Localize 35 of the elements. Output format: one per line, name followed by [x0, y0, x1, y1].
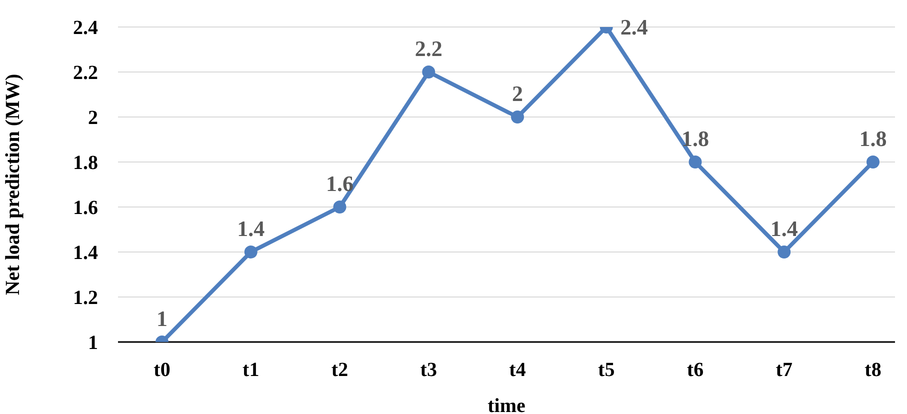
x-tick-label: t7 — [776, 359, 792, 382]
y-tick-label: 2.4 — [73, 17, 98, 40]
x-axis-title: time — [488, 395, 526, 414]
data-label: 1.6 — [326, 171, 354, 196]
x-tick-label: t2 — [331, 359, 348, 382]
x-tick-label: t3 — [420, 359, 437, 382]
x-tick-label: t8 — [864, 359, 882, 382]
point — [333, 200, 346, 214]
y-tick-label: 2.2 — [73, 62, 98, 84]
data-label: 1.8 — [859, 126, 887, 151]
data-label: 1.8 — [682, 126, 709, 151]
point — [511, 110, 524, 124]
data-label: 2.2 — [414, 36, 442, 61]
y-tick-label: 1.2 — [73, 287, 98, 310]
y-tick-label: 1.6 — [73, 197, 98, 220]
data-label: 1 — [156, 306, 168, 331]
point — [778, 246, 791, 258]
point — [244, 246, 258, 258]
y-axis-title: Net load prediction (MW) — [2, 74, 24, 296]
x-tick-label: t1 — [242, 359, 260, 382]
y-tick-label: 1 — [88, 332, 98, 354]
y-tick-label: 1.8 — [73, 152, 98, 174]
x-tick-label: t0 — [154, 359, 170, 382]
y-tick-label: 2 — [88, 107, 98, 130]
data-label: 1.4 — [237, 216, 265, 241]
point — [688, 156, 702, 168]
data-label: 1.4 — [770, 216, 798, 241]
point — [866, 156, 880, 168]
data-label: 2.4 — [620, 14, 648, 40]
data-label: 2 — [512, 81, 523, 106]
x-tick-label: t4 — [509, 359, 526, 382]
x-tick-label: t6 — [686, 359, 704, 382]
y-tick-label: 1.4 — [73, 242, 98, 264]
point — [422, 66, 436, 78]
x-tick-label: t5 — [598, 359, 615, 382]
